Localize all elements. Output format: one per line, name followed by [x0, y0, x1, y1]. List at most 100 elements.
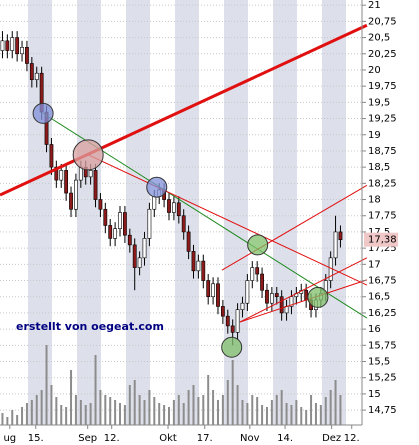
y-tick-label: 19,5 [368, 97, 390, 108]
candle-body [338, 231, 343, 241]
x-tick-label: Dez [322, 433, 341, 444]
volume-bar [187, 390, 190, 425]
y-tick-label: 18,5 [368, 162, 390, 173]
candle-body [269, 293, 274, 304]
candle-body [211, 283, 215, 298]
volume-bar [221, 395, 224, 425]
candle-body [245, 280, 250, 304]
candle-body [127, 234, 132, 246]
candle-body [274, 293, 279, 298]
volume-bar [79, 400, 82, 425]
volume-bar [202, 395, 205, 425]
volume-bar [119, 403, 122, 425]
volume-bar [280, 390, 283, 425]
candle-body [20, 46, 24, 55]
y-tick-label: 17,75 [368, 211, 397, 222]
last-price-label: 17,38 [368, 235, 397, 246]
y-tick-label: 17 [368, 259, 381, 270]
x-tick-label: 17. [197, 433, 213, 444]
volume-bar [104, 395, 107, 425]
volume-bar [310, 395, 313, 425]
candle-body [137, 257, 142, 268]
volume-bar [1, 413, 4, 425]
volume-bar [261, 405, 264, 425]
y-tick-label: 15 [368, 389, 381, 400]
candle-body [132, 244, 137, 268]
volume-bar [143, 400, 146, 425]
annotation-circle [72, 139, 104, 171]
week-stripe [273, 0, 297, 425]
volume-bar [65, 407, 68, 425]
candle-body [54, 166, 59, 181]
candle-body [15, 37, 20, 55]
volume-bar [256, 397, 259, 425]
candle-body [186, 231, 191, 252]
volume-bar [60, 405, 63, 425]
candle-body [88, 170, 93, 178]
volume-bar [99, 390, 102, 425]
candle-body [304, 289, 309, 301]
volume-bar [192, 385, 195, 425]
x-tick-label: ug [3, 433, 16, 444]
candle-body [98, 199, 103, 210]
volume-bar [163, 405, 166, 425]
volume-bar [123, 405, 126, 425]
week-stripe [126, 0, 150, 425]
volume-bar [177, 395, 180, 425]
candle-body [64, 170, 69, 194]
candle-body [265, 289, 269, 304]
candle-body [201, 260, 206, 281]
volume-bar [40, 390, 43, 425]
annotation-circle [32, 102, 54, 124]
volume-bar [226, 380, 229, 425]
candle-body [142, 238, 147, 259]
candle-body [0, 40, 5, 51]
y-tick-label: 20,5 [368, 33, 390, 44]
candle-body [176, 202, 181, 217]
candle-body [279, 296, 284, 314]
candle-body [103, 208, 108, 226]
candle-body [123, 212, 127, 236]
volume-bar [300, 407, 303, 425]
y-tick-label: 19 [368, 130, 381, 141]
candle-body [196, 260, 201, 272]
volume-bar [6, 417, 9, 425]
x-tick-label: Nov [240, 433, 260, 444]
candle-body [147, 208, 152, 239]
y-tick-label: 18,25 [368, 178, 397, 189]
y-tick-label: 20 [368, 65, 381, 76]
volume-bar [319, 405, 322, 425]
y-tick-label: 19,25 [368, 114, 397, 125]
volume-bar [265, 407, 268, 425]
candle-body [93, 170, 98, 200]
volume-bar [114, 400, 117, 425]
candle-body [5, 40, 10, 51]
volume-bar [25, 403, 28, 425]
volume-bar [55, 397, 58, 425]
candle-body [34, 72, 39, 80]
candle-body [250, 267, 255, 281]
y-tick-label: 15,5 [368, 357, 390, 368]
y-tick-label: 20,25 [368, 49, 397, 60]
candle-body [10, 37, 15, 51]
candle-body [225, 315, 230, 327]
candle-body [167, 199, 171, 213]
volume-bar [138, 395, 141, 425]
volume-bar [246, 403, 249, 425]
volume-bar [109, 397, 112, 425]
candle-body [255, 267, 260, 275]
candle-body [49, 144, 54, 168]
y-tick-label: 20,75 [368, 16, 397, 27]
volume-bar [241, 400, 244, 425]
candle-body [152, 196, 157, 210]
candle-body [220, 306, 225, 317]
y-tick-label: 17,25 [368, 243, 397, 254]
trend-line [221, 184, 368, 271]
y-tick-label: 15,75 [368, 340, 397, 351]
volume-bar [16, 415, 19, 425]
candle-body [113, 228, 118, 239]
candle-body [59, 170, 64, 181]
volume-bar [158, 403, 161, 425]
y-tick-label: 18 [368, 195, 381, 206]
